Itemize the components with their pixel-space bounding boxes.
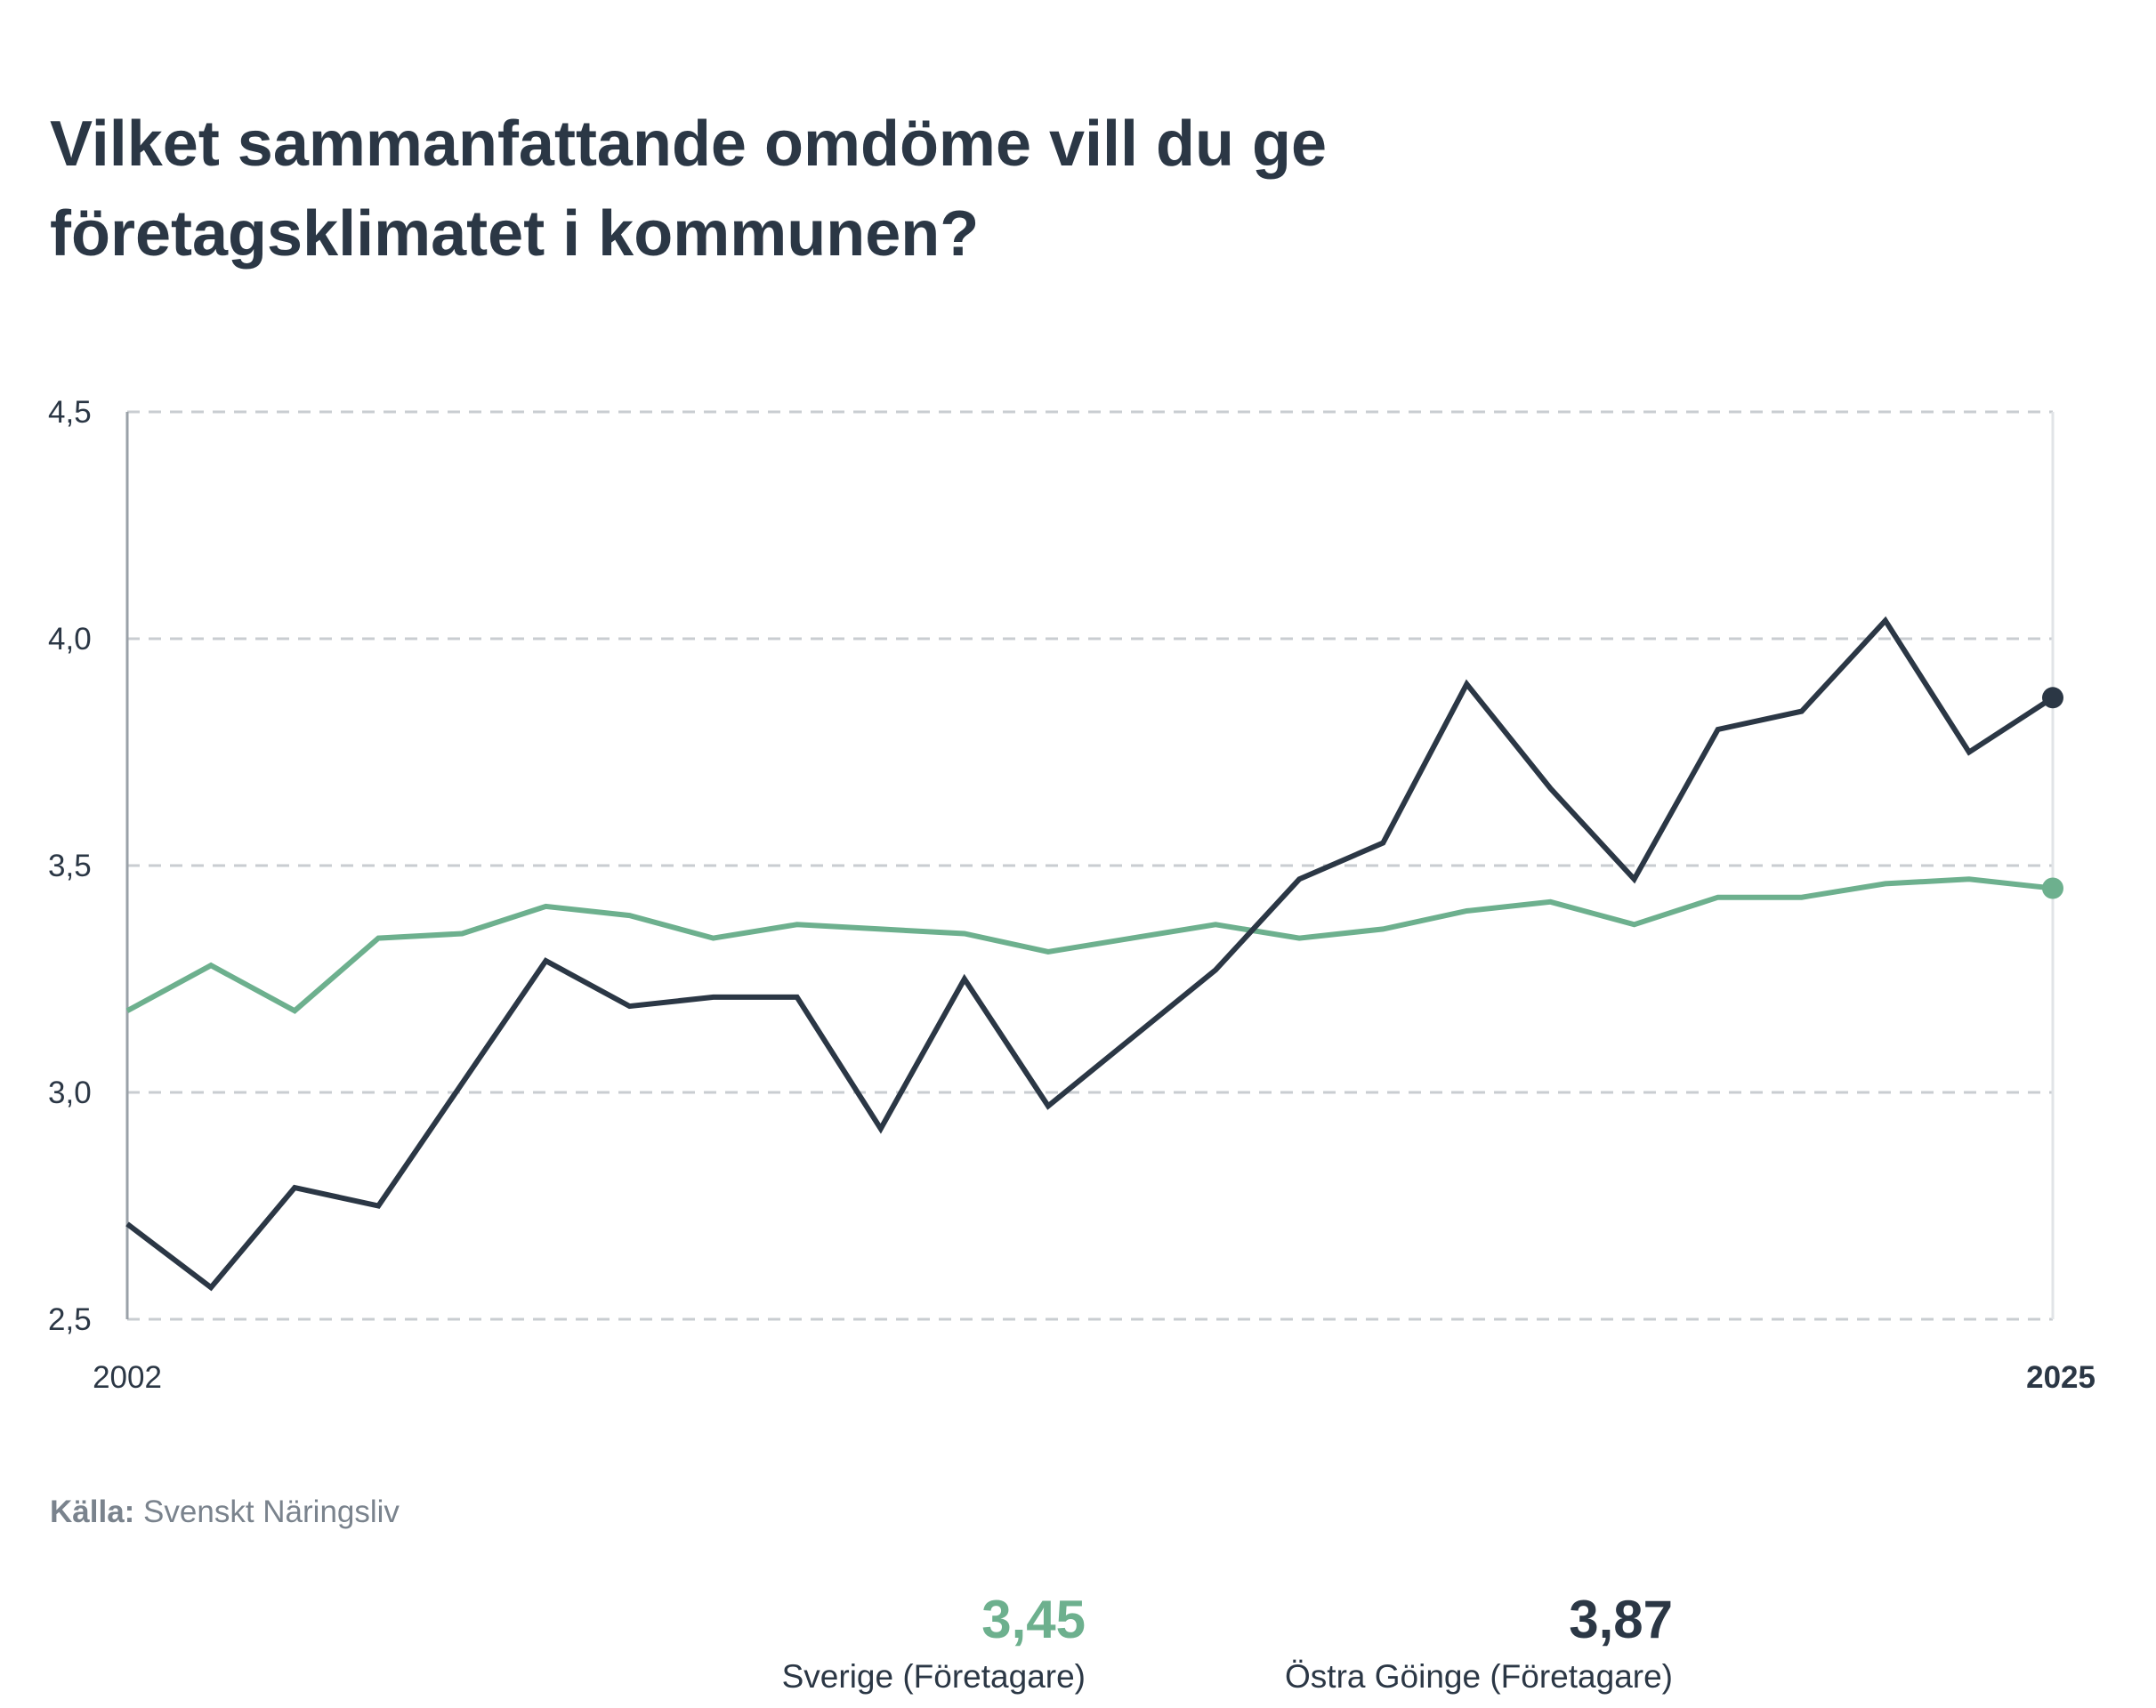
x-tick-label-0: 2002: [93, 1360, 162, 1395]
x-tick-label-1: 2025: [2026, 1360, 2095, 1395]
tick-labels: 2,5 3,0 3,5 4,0 4,5 2002 2025: [48, 395, 2095, 1395]
series-line-0: [125, 876, 2054, 1014]
series-lines: [125, 616, 2063, 1292]
y-tick-label-3: 4,0: [48, 622, 92, 657]
legend-item-sverige: 3,45 Sverige (Företagare): [712, 1589, 1086, 1699]
series-end-marker-1: [2042, 687, 2063, 709]
y-tick-label-2: 3,5: [48, 849, 92, 883]
grid-lines: [127, 410, 2053, 1321]
legend-value-sverige: 3,45: [981, 1590, 1086, 1649]
series-line-1: [125, 616, 2055, 1292]
source-text: Svenskt Näringsliv: [143, 1494, 400, 1529]
line-chart: 2,5 3,0 3,5 4,0 4,5 2002 2025: [48, 395, 2095, 1395]
series-end-marker-0: [2042, 877, 2063, 899]
legend-item-ostra-goinge: 3,87 Östra Göinge (Företagare): [1210, 1589, 1673, 1699]
source-note: Källa: Svenskt Näringsliv: [50, 1494, 400, 1530]
y-tick-label-4: 4,5: [48, 395, 92, 430]
y-tick-label-0: 2,5: [48, 1302, 92, 1337]
chart-title: Vilket sammanfattande omdöme vill du ge …: [50, 109, 1328, 270]
source-label: Källa:: [50, 1494, 135, 1529]
legend-name-sverige: Sverige (Företagare): [781, 1658, 1086, 1695]
y-tick-label-1: 3,0: [48, 1076, 92, 1110]
legend-value-ostra-goinge: 3,87: [1569, 1590, 1673, 1649]
legend-name-ostra-goinge: Östra Göinge (Företagare): [1285, 1658, 1673, 1695]
axes: [125, 412, 2055, 1319]
